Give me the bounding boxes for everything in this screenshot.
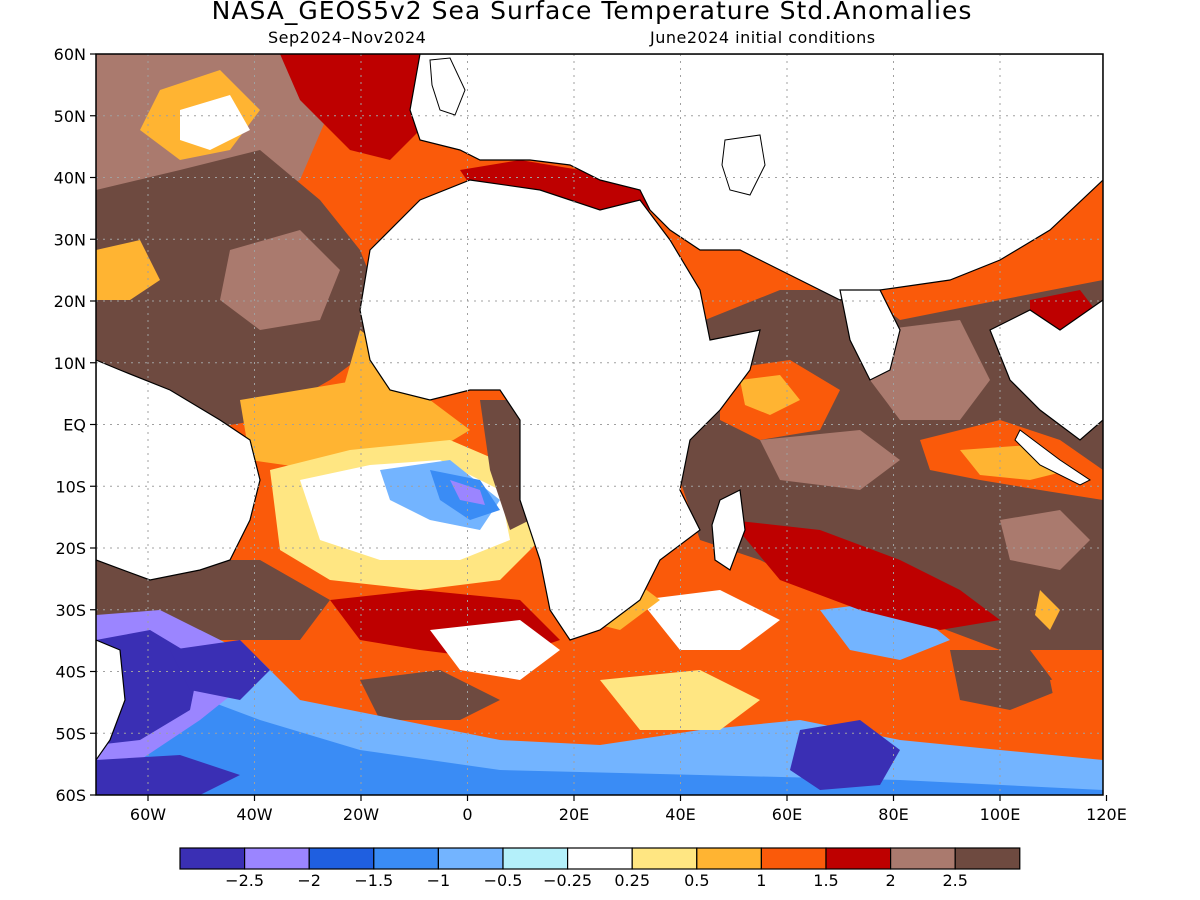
colorbar-swatch <box>760 847 827 870</box>
colorbar-swatch <box>179 847 246 870</box>
lat-tick-label: EQ <box>63 416 86 435</box>
colorbar-label: 2.5 <box>942 871 967 890</box>
lat-tick-label: 40N <box>54 169 86 188</box>
lon-tick-label: 20W <box>343 805 379 824</box>
lat-tick-label: 10N <box>54 354 86 373</box>
lat-lon-grid <box>96 54 1103 795</box>
lon-tick-label: 60W <box>130 805 166 824</box>
lat-tick-label: 30S <box>55 601 86 620</box>
lat-tick-label: 10S <box>55 477 86 496</box>
colorbar-swatch <box>889 847 956 870</box>
colorbar: −2.5 −2 −1.5 −1 −0.5 −0.25 0.25 0.5 1 1.5 2 2.5 <box>179 847 1021 890</box>
colorbar-swatch <box>437 847 504 870</box>
lon-tick-label: 40E <box>665 805 695 824</box>
colorbar-label: 0.25 <box>614 871 650 890</box>
lon-tick-label: 100E <box>980 805 1021 824</box>
india-landmass <box>839 289 901 381</box>
longitude-labels: 60W 40W 20W 0 20E 40E 60E 80E 100E 120E <box>130 795 1127 824</box>
colorbar-swatch <box>373 847 439 870</box>
lon-tick-label: 40W <box>236 805 272 824</box>
lon-tick-label: 120E <box>1086 805 1127 824</box>
latitude-labels: 60N 50N 40N 30N 20N 10N EQ 10S 20S 30S 40S 50S 60S <box>54 45 96 805</box>
anomaly-field <box>96 54 1103 795</box>
caspian-sea <box>721 134 766 196</box>
colorbar-swatch <box>502 847 569 870</box>
sumatra-landmass <box>1014 429 1091 486</box>
lat-tick-label: 50N <box>54 107 86 126</box>
lat-tick-label: 30N <box>54 230 86 249</box>
colorbar-swatch <box>954 847 1021 870</box>
lon-tick-label: 60E <box>772 805 802 824</box>
colorbar-label: −2.5 <box>225 871 264 890</box>
colorbar-label: 1 <box>756 871 766 890</box>
colorbar-swatch <box>825 847 892 870</box>
map-title: NASA_GEOS5v2 Sea Surface Temperature Std… <box>211 0 973 25</box>
colorbar-label: 2 <box>886 871 896 890</box>
colorbar-swatch <box>308 847 375 870</box>
lon-tick-label: 20E <box>559 805 589 824</box>
colorbar-swatch <box>631 847 698 870</box>
madagascar-landmass <box>711 489 746 571</box>
colorbar-label: −2 <box>297 871 321 890</box>
forecast-period: Sep2024–Nov2024 <box>268 28 427 47</box>
lat-tick-label: 60S <box>55 786 86 805</box>
lon-tick-label: 80E <box>878 805 908 824</box>
lat-tick-label: 40S <box>55 663 86 682</box>
colorbar-swatch <box>566 847 633 870</box>
initial-conditions-label: June2024 initial conditions <box>650 28 876 47</box>
colorbar-label: 1.5 <box>813 871 838 890</box>
colorbar-swatch <box>696 847 762 870</box>
colorbar-label: −1.5 <box>354 871 393 890</box>
lat-tick-label: 50S <box>55 724 86 743</box>
patagonia-landmass <box>96 639 126 762</box>
british-isles-landmass <box>429 57 466 116</box>
colorbar-label: 0.5 <box>684 871 709 890</box>
colorbar-swatch <box>244 847 310 870</box>
colorbar-label: −0.25 <box>543 871 592 890</box>
lat-tick-label: 60N <box>54 45 86 64</box>
lon-tick-label: 0 <box>462 805 472 824</box>
lat-tick-label: 20N <box>54 292 86 311</box>
colorbar-label: −0.5 <box>484 871 523 890</box>
colorbar-label: −1 <box>427 871 451 890</box>
southeast-asia-landmass <box>989 299 1103 441</box>
lat-tick-label: 20S <box>55 539 86 558</box>
